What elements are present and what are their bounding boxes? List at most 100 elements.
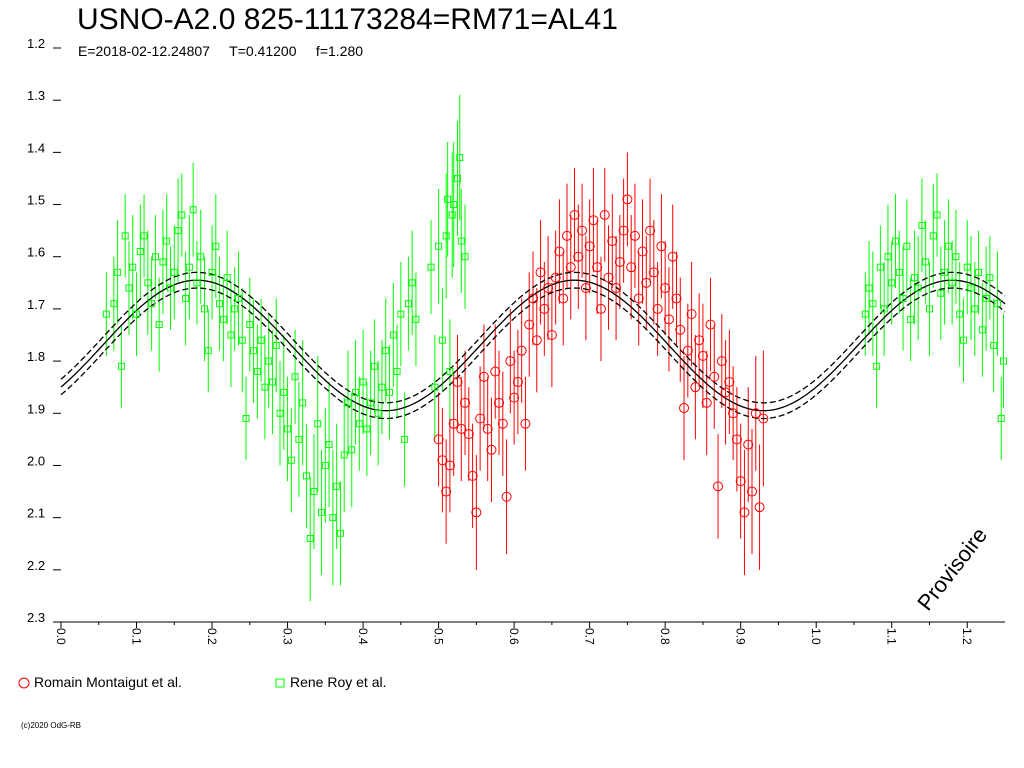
x-tick-label: 1.2 bbox=[960, 628, 974, 645]
data-point-square bbox=[922, 258, 930, 266]
data-point-square bbox=[880, 305, 888, 313]
data-point-square bbox=[378, 383, 386, 391]
data-point-circle bbox=[588, 215, 599, 226]
data-point-square bbox=[963, 263, 971, 271]
data-point-circle bbox=[728, 408, 739, 419]
data-point-square bbox=[155, 321, 163, 329]
y-tick-label: 2.2 bbox=[27, 558, 45, 573]
data-point-circle bbox=[512, 376, 523, 387]
data-point-circle bbox=[679, 403, 690, 414]
data-point-square bbox=[231, 305, 239, 313]
data-point-circle bbox=[716, 356, 727, 367]
data-point-square bbox=[287, 456, 295, 464]
data-point-square bbox=[102, 310, 110, 318]
data-point-circle bbox=[539, 303, 550, 314]
data-point-circle bbox=[599, 209, 610, 220]
data-point-square bbox=[389, 331, 397, 339]
data-point-circle bbox=[611, 283, 622, 294]
data-point-square bbox=[212, 242, 220, 250]
data-point-square bbox=[370, 362, 378, 370]
data-point-square bbox=[163, 237, 171, 245]
data-point-square bbox=[170, 268, 178, 276]
x-tick-label: 0.1 bbox=[130, 628, 144, 645]
data-point-square bbox=[401, 435, 409, 443]
y-tick-label: 1.5 bbox=[27, 193, 45, 208]
data-point-square bbox=[340, 451, 348, 459]
data-point-circle bbox=[467, 470, 478, 481]
data-point-square bbox=[435, 242, 443, 250]
data-point-square bbox=[444, 195, 452, 203]
data-point-square bbox=[216, 300, 224, 308]
data-point-square bbox=[952, 253, 960, 261]
data-point-square bbox=[446, 368, 454, 376]
data-point-square bbox=[888, 279, 896, 287]
data-point-square bbox=[234, 294, 242, 302]
data-point-square bbox=[404, 300, 412, 308]
data-point-circle bbox=[535, 267, 546, 278]
data-point-square bbox=[178, 211, 186, 219]
chart-subtitle: E=2018-02-12.24807 T=0.41200 f=1.280 bbox=[78, 43, 364, 59]
green-square-icon bbox=[275, 678, 285, 688]
red-circle-icon bbox=[18, 677, 30, 689]
data-point-square bbox=[344, 399, 352, 407]
data-point-circle bbox=[705, 319, 716, 330]
data-point-circle bbox=[441, 486, 452, 497]
data-point-square bbox=[110, 300, 118, 308]
data-point-circle bbox=[456, 423, 467, 434]
chart-title: USNO-A2.0 825-11173284=RM71=AL41 bbox=[77, 3, 618, 36]
model-curve bbox=[60, 279, 1006, 412]
y-tick-label: 1.3 bbox=[27, 88, 45, 103]
data-point-circle bbox=[724, 376, 735, 387]
data-point-circle bbox=[531, 335, 542, 346]
data-point-square bbox=[276, 409, 284, 417]
data-point-square bbox=[197, 253, 205, 261]
data-point-square bbox=[299, 399, 307, 407]
data-point-square bbox=[367, 399, 375, 407]
data-point-circle bbox=[656, 241, 667, 252]
data-point-square bbox=[907, 315, 915, 323]
data-point-circle bbox=[671, 293, 682, 304]
data-point-square bbox=[431, 383, 439, 391]
data-point-square bbox=[918, 221, 926, 229]
data-point-circle bbox=[652, 303, 663, 314]
data-point-circle bbox=[524, 319, 535, 330]
data-point-circle bbox=[543, 283, 554, 294]
data-point-circle bbox=[747, 486, 758, 497]
data-point-square bbox=[386, 388, 394, 396]
data-point-square bbox=[895, 268, 903, 276]
data-point-square bbox=[261, 383, 269, 391]
data-point-square bbox=[999, 357, 1007, 365]
data-point-circle bbox=[482, 423, 493, 434]
data-point-square bbox=[253, 368, 261, 376]
data-point-square bbox=[937, 289, 945, 297]
data-point-circle bbox=[546, 330, 557, 340]
data-point-circle bbox=[516, 345, 527, 356]
y-tick-label: 1.2 bbox=[27, 36, 45, 51]
data-point-square bbox=[461, 253, 469, 261]
data-point-circle bbox=[618, 225, 629, 236]
data-point-square bbox=[133, 310, 141, 318]
data-point-square bbox=[929, 232, 937, 240]
data-point-square bbox=[182, 294, 190, 302]
data-point-square bbox=[167, 284, 175, 292]
data-point-square bbox=[140, 232, 148, 240]
data-point-square bbox=[314, 420, 322, 428]
data-point-circle bbox=[565, 262, 576, 273]
data-point-square bbox=[280, 388, 288, 396]
data-point-square bbox=[284, 425, 292, 433]
x-tick-label: 1.0 bbox=[809, 628, 823, 645]
data-point-circle bbox=[592, 262, 603, 273]
data-point-circle bbox=[626, 262, 637, 273]
data-point-square bbox=[121, 232, 129, 240]
data-point-square bbox=[944, 242, 952, 250]
x-tick-label: 0.8 bbox=[658, 628, 672, 645]
data-point-square bbox=[941, 268, 949, 276]
data-point-square bbox=[310, 488, 318, 496]
data-point-square bbox=[257, 336, 265, 344]
data-point-square bbox=[982, 294, 990, 302]
data-point-square bbox=[325, 441, 333, 449]
data-point-square bbox=[997, 414, 1005, 422]
data-point-circle bbox=[633, 293, 644, 304]
data-point-square bbox=[306, 535, 314, 543]
data-point-circle bbox=[558, 293, 569, 304]
